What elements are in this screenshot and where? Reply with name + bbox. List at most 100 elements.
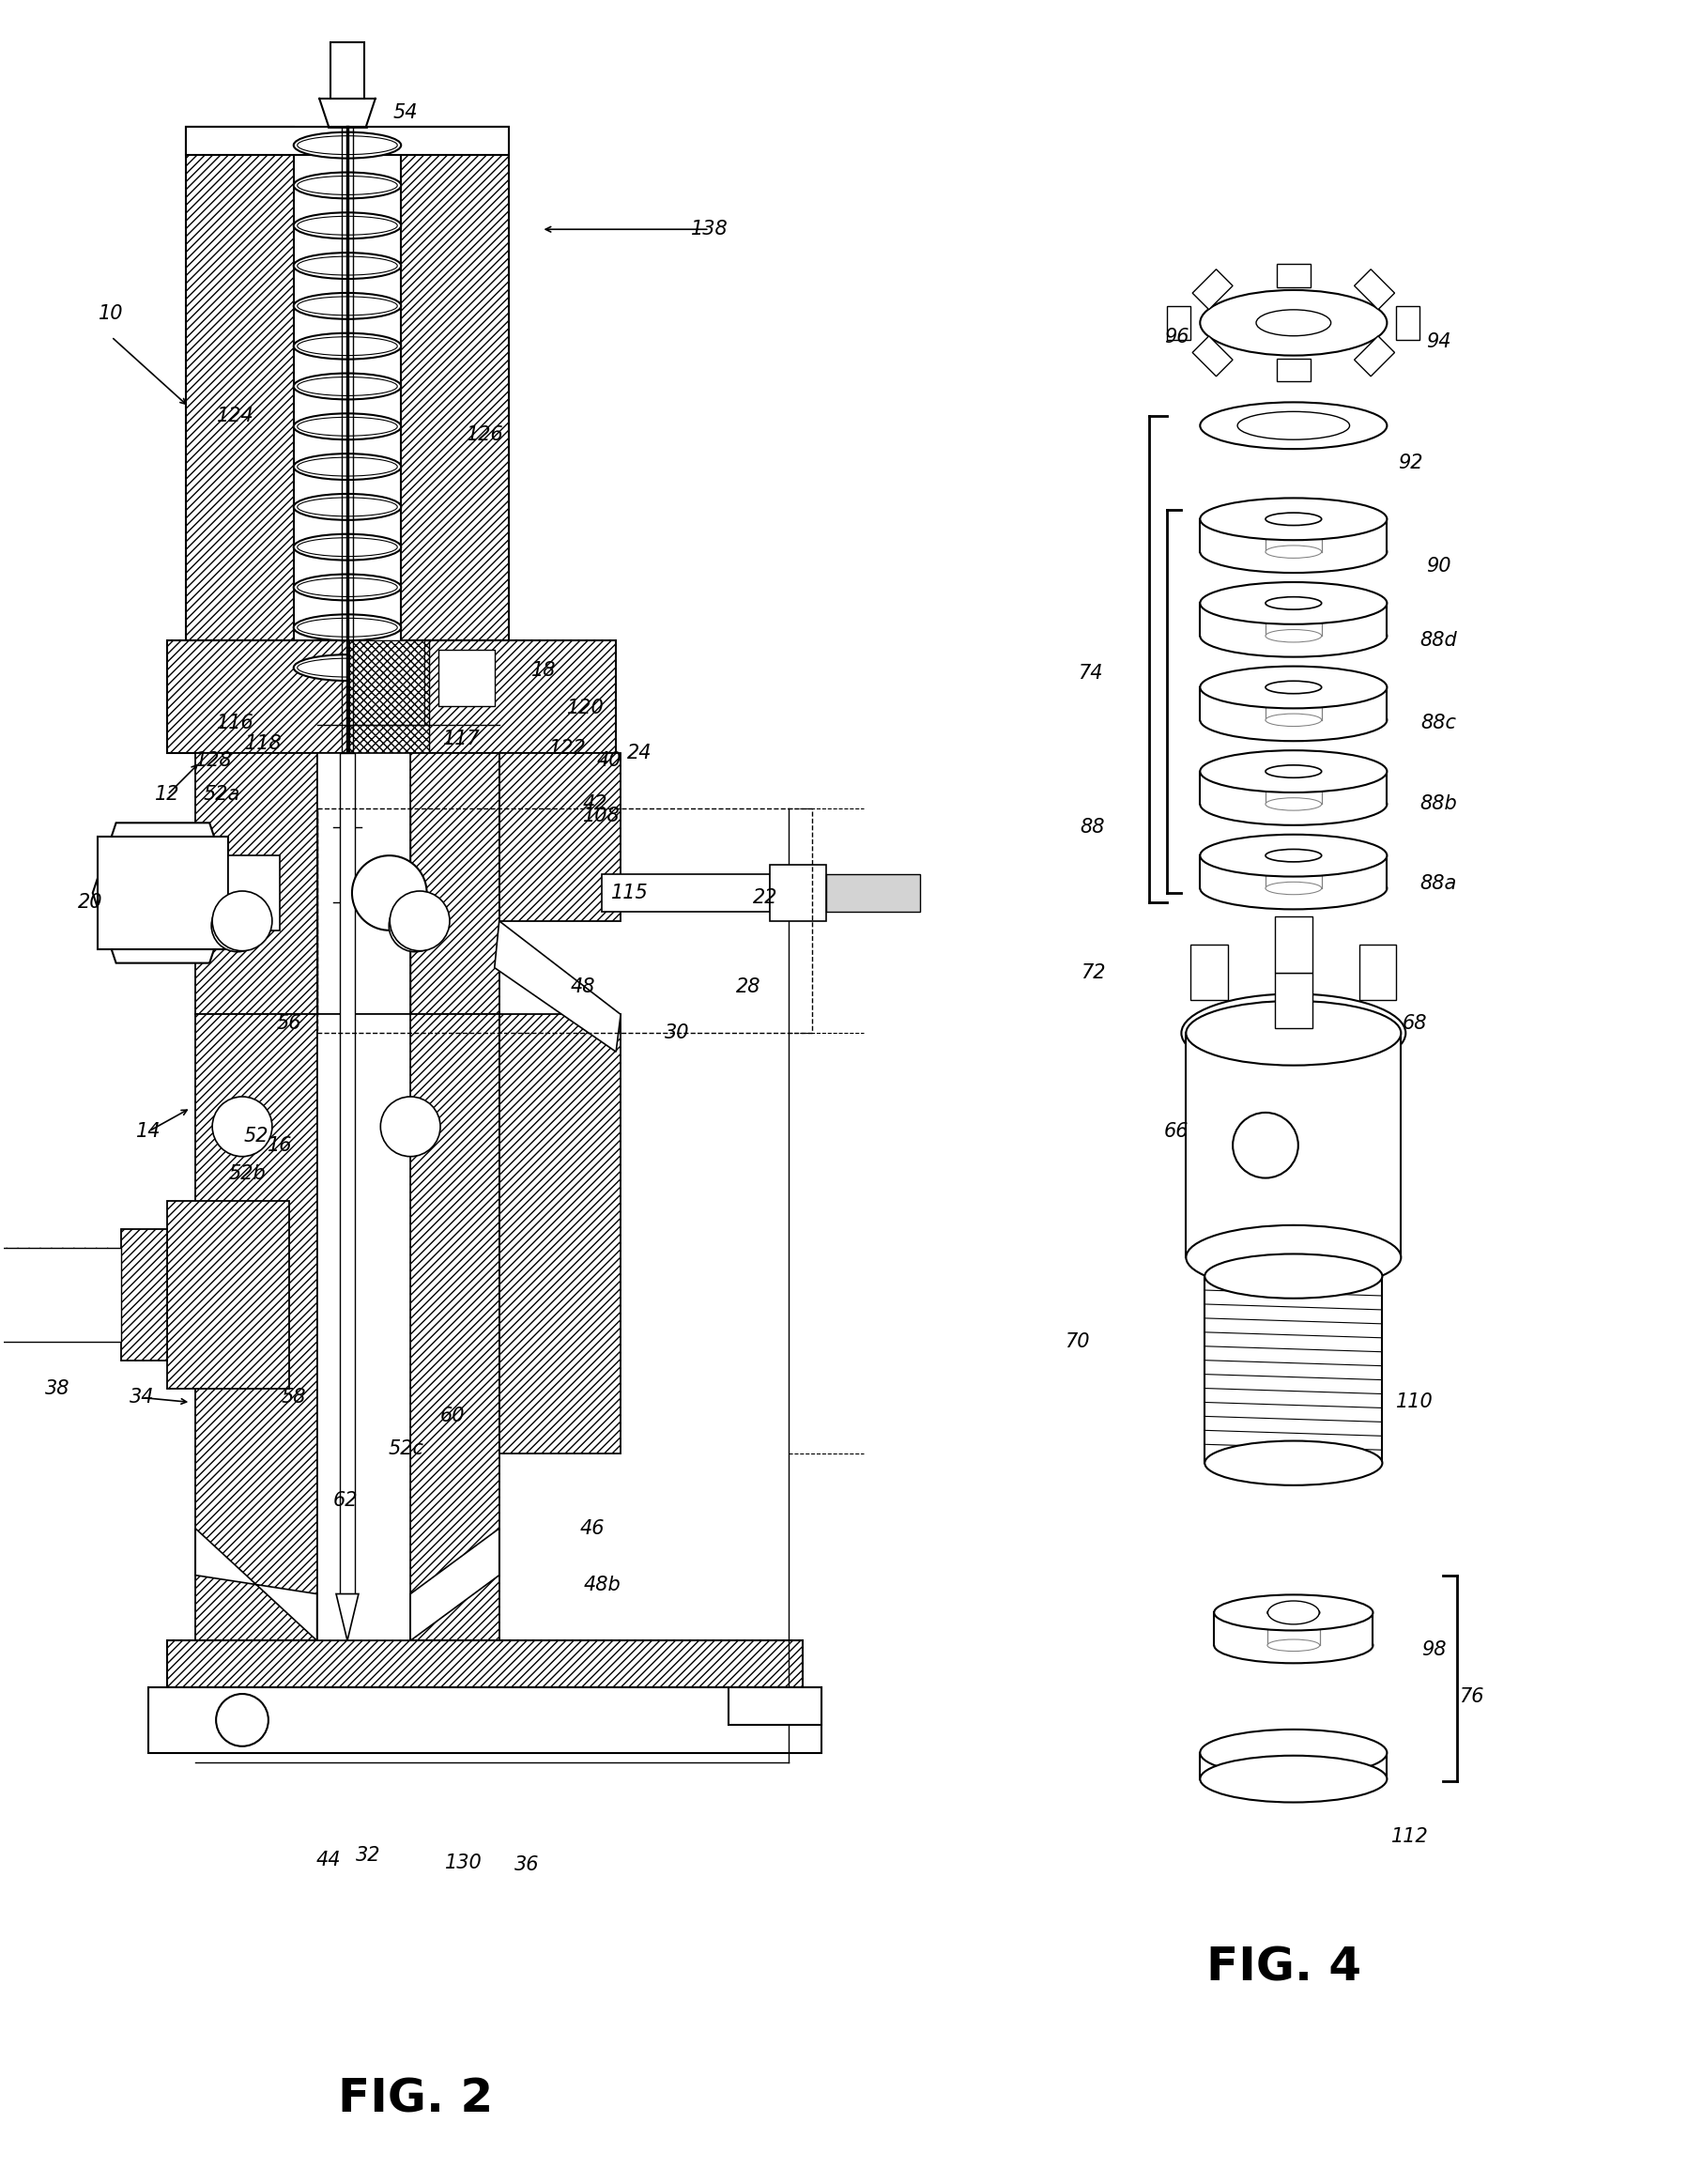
Bar (429, 640, 616, 753)
Ellipse shape (298, 297, 397, 314)
Text: 74: 74 (1076, 664, 1102, 684)
Ellipse shape (1267, 1601, 1318, 1625)
Bar (1199, 856, 1386, 889)
Text: 88: 88 (1080, 819, 1105, 836)
Text: 62: 62 (332, 1492, 358, 1509)
Ellipse shape (298, 456, 397, 476)
Ellipse shape (293, 574, 400, 601)
Ellipse shape (1199, 751, 1386, 793)
Text: 120: 120 (567, 699, 605, 716)
Bar (0, 1247, 121, 1341)
Bar (826, 874, 920, 911)
Ellipse shape (298, 579, 397, 596)
Text: 128: 128 (196, 751, 233, 769)
Text: 70: 70 (1064, 1332, 1088, 1352)
Ellipse shape (1265, 882, 1322, 895)
Bar (1199, 520, 1386, 553)
Polygon shape (1276, 264, 1310, 288)
Text: 46: 46 (581, 1520, 605, 1538)
Ellipse shape (1199, 402, 1386, 450)
Bar (1199, 771, 1386, 804)
Text: 36: 36 (514, 1856, 540, 1874)
Text: 48b: 48b (582, 1575, 620, 1594)
Text: FIG. 2: FIG. 2 (337, 2077, 492, 2121)
Polygon shape (1192, 269, 1231, 310)
Text: 138: 138 (690, 221, 727, 238)
Bar (349, 640, 429, 753)
Ellipse shape (293, 293, 400, 319)
Ellipse shape (1185, 1000, 1400, 1066)
Text: 94: 94 (1425, 332, 1449, 352)
Ellipse shape (1265, 596, 1322, 609)
Polygon shape (1276, 358, 1310, 382)
Polygon shape (1192, 336, 1231, 376)
Bar (148, 1688, 821, 1754)
Ellipse shape (1209, 1005, 1376, 1061)
Text: 118: 118 (245, 734, 283, 753)
Bar (97, 836, 228, 950)
Polygon shape (335, 1594, 358, 1640)
Text: 16: 16 (267, 1136, 291, 1155)
Ellipse shape (1265, 850, 1322, 863)
Circle shape (213, 1096, 272, 1158)
Text: 112: 112 (1391, 1828, 1429, 1845)
Text: 124: 124 (216, 406, 254, 426)
Text: 52b: 52b (228, 1164, 266, 1184)
Text: 66: 66 (1163, 1123, 1189, 1140)
Ellipse shape (1199, 290, 1386, 356)
Ellipse shape (298, 537, 397, 557)
Text: 34: 34 (129, 1389, 155, 1406)
Text: 90: 90 (1425, 557, 1449, 574)
Circle shape (388, 900, 441, 952)
Text: 30: 30 (664, 1024, 688, 1042)
Bar (601, 874, 770, 911)
Text: 108: 108 (582, 806, 620, 826)
Text: 110: 110 (1395, 1393, 1432, 1411)
Bar (196, 1013, 317, 1640)
Bar (186, 127, 293, 640)
Bar (1199, 1754, 1386, 1780)
Text: 96: 96 (1163, 328, 1189, 347)
Bar (228, 856, 279, 930)
Bar (410, 753, 499, 1013)
Polygon shape (92, 823, 233, 963)
Text: 52a: 52a (203, 786, 240, 804)
Polygon shape (727, 1688, 821, 1725)
Text: 88a: 88a (1419, 874, 1456, 893)
Bar (167, 1640, 802, 1688)
Text: 68: 68 (1402, 1013, 1427, 1033)
Bar (1204, 1275, 1381, 1463)
Bar (1274, 917, 1311, 972)
Text: 60: 60 (439, 1406, 465, 1426)
Polygon shape (494, 922, 620, 1053)
Ellipse shape (293, 131, 400, 157)
Ellipse shape (298, 216, 397, 236)
Ellipse shape (1199, 1756, 1386, 1802)
Bar (1359, 943, 1395, 1000)
Bar (349, 640, 424, 725)
Text: 98: 98 (1420, 1640, 1446, 1660)
Circle shape (380, 1096, 439, 1158)
Bar (499, 753, 620, 922)
Ellipse shape (293, 334, 400, 358)
Polygon shape (410, 1529, 499, 1640)
Ellipse shape (1180, 994, 1405, 1072)
Bar (330, 41, 364, 98)
Bar (400, 127, 507, 640)
Text: 42: 42 (582, 795, 608, 812)
Ellipse shape (298, 177, 397, 194)
Bar (186, 127, 507, 155)
Ellipse shape (1199, 583, 1386, 625)
Ellipse shape (298, 657, 397, 677)
Text: 24: 24 (627, 743, 652, 762)
Bar (1199, 688, 1386, 721)
Ellipse shape (1265, 546, 1322, 559)
Ellipse shape (1199, 699, 1386, 740)
Text: 52: 52 (244, 1127, 269, 1144)
Text: 115: 115 (611, 885, 649, 902)
Bar (1190, 943, 1228, 1000)
Ellipse shape (293, 614, 400, 640)
Ellipse shape (1214, 1594, 1373, 1631)
Polygon shape (1395, 306, 1419, 341)
Bar (1199, 603, 1386, 636)
